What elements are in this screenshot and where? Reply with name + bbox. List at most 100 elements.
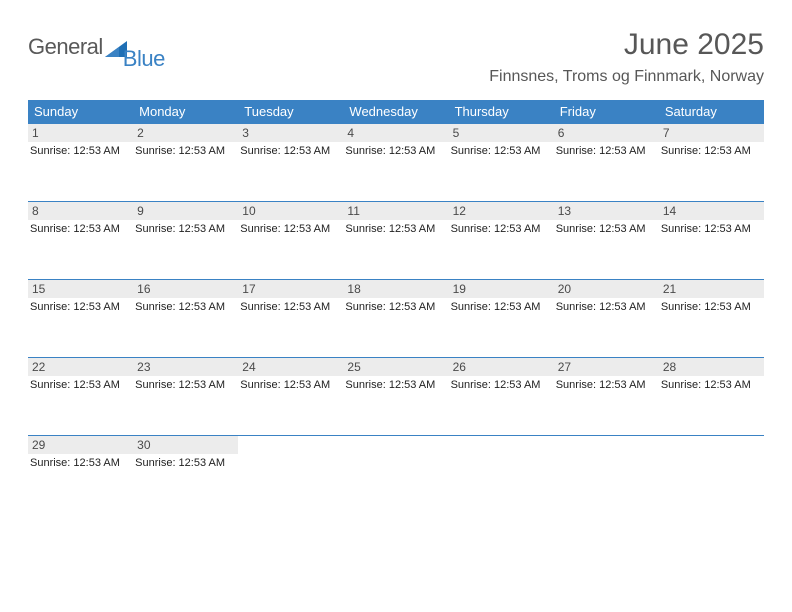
week-row: 29Sunrise: 12:53 AM30Sunrise: 12:53 AM bbox=[28, 435, 764, 513]
day-number: 1 bbox=[28, 124, 133, 142]
day-header-wednesday: Wednesday bbox=[343, 100, 448, 123]
day-number: 30 bbox=[133, 436, 238, 454]
day-number: 11 bbox=[343, 202, 448, 220]
day-number: 23 bbox=[133, 358, 238, 376]
sunrise-text: Sunrise: 12:53 AM bbox=[133, 142, 238, 157]
sunrise-text: Sunrise: 12:53 AM bbox=[28, 220, 133, 235]
sunrise-text: Sunrise: 12:53 AM bbox=[133, 298, 238, 313]
day-number: 18 bbox=[343, 280, 448, 298]
day-header-tuesday: Tuesday bbox=[238, 100, 343, 123]
sunrise-text: Sunrise: 12:53 AM bbox=[343, 220, 448, 235]
header-row: General Blue June 2025 Finnsnes, Troms o… bbox=[28, 28, 764, 86]
day-cell: 4Sunrise: 12:53 AM bbox=[343, 124, 448, 201]
day-cell: 16Sunrise: 12:53 AM bbox=[133, 280, 238, 357]
sunrise-text: Sunrise: 12:53 AM bbox=[343, 298, 448, 313]
day-number: 19 bbox=[449, 280, 554, 298]
month-title: June 2025 bbox=[489, 28, 764, 62]
day-cell: 27Sunrise: 12:53 AM bbox=[554, 358, 659, 435]
day-cell: 5Sunrise: 12:53 AM bbox=[449, 124, 554, 201]
day-number: 6 bbox=[554, 124, 659, 142]
day-number: 2 bbox=[133, 124, 238, 142]
day-header-saturday: Saturday bbox=[659, 100, 764, 123]
sunrise-text: Sunrise: 12:53 AM bbox=[554, 220, 659, 235]
day-cell bbox=[343, 436, 448, 513]
day-number: 14 bbox=[659, 202, 764, 220]
sunrise-text: Sunrise: 12:53 AM bbox=[449, 376, 554, 391]
sunrise-text: Sunrise: 12:53 AM bbox=[449, 220, 554, 235]
sunrise-text: Sunrise: 12:53 AM bbox=[554, 142, 659, 157]
sunrise-text: Sunrise: 12:53 AM bbox=[238, 376, 343, 391]
day-cell: 9Sunrise: 12:53 AM bbox=[133, 202, 238, 279]
sunrise-text: Sunrise: 12:53 AM bbox=[554, 376, 659, 391]
day-cell: 30Sunrise: 12:53 AM bbox=[133, 436, 238, 513]
logo-text-general: General bbox=[28, 34, 103, 60]
week-row: 8Sunrise: 12:53 AM9Sunrise: 12:53 AM10Su… bbox=[28, 201, 764, 279]
day-cell: 28Sunrise: 12:53 AM bbox=[659, 358, 764, 435]
day-number: 8 bbox=[28, 202, 133, 220]
day-header-thursday: Thursday bbox=[449, 100, 554, 123]
day-cell: 24Sunrise: 12:53 AM bbox=[238, 358, 343, 435]
day-cell: 19Sunrise: 12:53 AM bbox=[449, 280, 554, 357]
day-cell bbox=[449, 436, 554, 513]
day-number: 25 bbox=[343, 358, 448, 376]
sunrise-text: Sunrise: 12:53 AM bbox=[659, 220, 764, 235]
day-cell: 21Sunrise: 12:53 AM bbox=[659, 280, 764, 357]
calendar: Sunday Monday Tuesday Wednesday Thursday… bbox=[28, 100, 764, 513]
logo: General Blue bbox=[28, 28, 171, 60]
sunrise-text: Sunrise: 12:53 AM bbox=[28, 142, 133, 157]
location-subtitle: Finnsnes, Troms og Finnmark, Norway bbox=[489, 68, 764, 86]
day-cell: 7Sunrise: 12:53 AM bbox=[659, 124, 764, 201]
sunrise-text: Sunrise: 12:53 AM bbox=[343, 142, 448, 157]
day-number: 16 bbox=[133, 280, 238, 298]
title-block: June 2025 Finnsnes, Troms og Finnmark, N… bbox=[489, 28, 764, 86]
day-number: 5 bbox=[449, 124, 554, 142]
day-cell: 25Sunrise: 12:53 AM bbox=[343, 358, 448, 435]
week-row: 1Sunrise: 12:53 AM2Sunrise: 12:53 AM3Sun… bbox=[28, 123, 764, 201]
day-number: 12 bbox=[449, 202, 554, 220]
day-number: 22 bbox=[28, 358, 133, 376]
day-number: 26 bbox=[449, 358, 554, 376]
day-cell: 29Sunrise: 12:53 AM bbox=[28, 436, 133, 513]
day-cell: 13Sunrise: 12:53 AM bbox=[554, 202, 659, 279]
sunrise-text: Sunrise: 12:53 AM bbox=[28, 454, 133, 469]
day-header-sunday: Sunday bbox=[28, 100, 133, 123]
day-number: 24 bbox=[238, 358, 343, 376]
day-header-monday: Monday bbox=[133, 100, 238, 123]
sunrise-text: Sunrise: 12:53 AM bbox=[238, 142, 343, 157]
day-cell: 1Sunrise: 12:53 AM bbox=[28, 124, 133, 201]
sunrise-text: Sunrise: 12:53 AM bbox=[238, 220, 343, 235]
day-cell: 3Sunrise: 12:53 AM bbox=[238, 124, 343, 201]
day-number: 27 bbox=[554, 358, 659, 376]
day-cell: 23Sunrise: 12:53 AM bbox=[133, 358, 238, 435]
day-cell: 15Sunrise: 12:53 AM bbox=[28, 280, 133, 357]
day-cell: 20Sunrise: 12:53 AM bbox=[554, 280, 659, 357]
day-number: 17 bbox=[238, 280, 343, 298]
sunrise-text: Sunrise: 12:53 AM bbox=[133, 454, 238, 469]
day-number: 28 bbox=[659, 358, 764, 376]
day-number: 3 bbox=[238, 124, 343, 142]
day-cell: 12Sunrise: 12:53 AM bbox=[449, 202, 554, 279]
day-number: 9 bbox=[133, 202, 238, 220]
week-row: 15Sunrise: 12:53 AM16Sunrise: 12:53 AM17… bbox=[28, 279, 764, 357]
day-cell: 26Sunrise: 12:53 AM bbox=[449, 358, 554, 435]
sunrise-text: Sunrise: 12:53 AM bbox=[28, 298, 133, 313]
day-number: 4 bbox=[343, 124, 448, 142]
day-header-friday: Friday bbox=[554, 100, 659, 123]
sunrise-text: Sunrise: 12:53 AM bbox=[133, 220, 238, 235]
sunrise-text: Sunrise: 12:53 AM bbox=[659, 376, 764, 391]
week-row: 22Sunrise: 12:53 AM23Sunrise: 12:53 AM24… bbox=[28, 357, 764, 435]
day-cell: 14Sunrise: 12:53 AM bbox=[659, 202, 764, 279]
day-header-row: Sunday Monday Tuesday Wednesday Thursday… bbox=[28, 100, 764, 123]
day-cell bbox=[238, 436, 343, 513]
day-number: 20 bbox=[554, 280, 659, 298]
logo-text-blue: Blue bbox=[123, 46, 165, 72]
sunrise-text: Sunrise: 12:53 AM bbox=[659, 142, 764, 157]
day-cell bbox=[659, 436, 764, 513]
sunrise-text: Sunrise: 12:53 AM bbox=[449, 142, 554, 157]
sunrise-text: Sunrise: 12:53 AM bbox=[133, 376, 238, 391]
day-cell: 22Sunrise: 12:53 AM bbox=[28, 358, 133, 435]
sunrise-text: Sunrise: 12:53 AM bbox=[449, 298, 554, 313]
day-number: 10 bbox=[238, 202, 343, 220]
day-cell: 8Sunrise: 12:53 AM bbox=[28, 202, 133, 279]
weeks-container: 1Sunrise: 12:53 AM2Sunrise: 12:53 AM3Sun… bbox=[28, 123, 764, 513]
